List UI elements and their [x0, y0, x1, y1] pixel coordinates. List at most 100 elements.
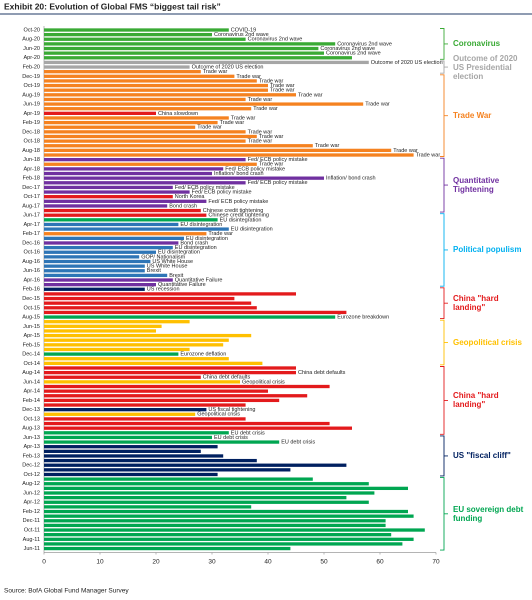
bar-label: Trade war	[220, 120, 245, 126]
bar	[44, 144, 313, 148]
bar	[44, 324, 162, 328]
bar	[44, 519, 386, 523]
y-tick-label: Oct-13	[23, 416, 40, 422]
y-tick-label: Jun-16	[23, 268, 40, 274]
bar	[44, 56, 352, 60]
bar-label: Brexit	[169, 273, 184, 279]
group-bracket	[440, 60, 448, 74]
bar-label: North Korea	[175, 194, 206, 200]
bar	[44, 435, 212, 440]
bar	[44, 398, 280, 403]
y-tick-label: Aug-19	[22, 92, 40, 98]
bar	[44, 204, 168, 208]
bar-label: Trade war	[259, 78, 284, 84]
y-tick-label: Feb-20	[23, 64, 40, 70]
group-label: Coronavirus	[453, 39, 501, 49]
y-tick-label: Apr-17	[23, 222, 40, 228]
bar	[44, 148, 392, 153]
bar	[44, 227, 229, 231]
bar	[44, 241, 179, 245]
bar-label: Coronavirus 2nd wave	[214, 32, 269, 38]
bar	[44, 361, 263, 366]
bar	[44, 185, 173, 190]
bar-label: Inflation/ bond crash	[214, 171, 264, 177]
bar	[44, 509, 408, 514]
y-tick-label: Jun-20	[23, 46, 40, 52]
bar	[44, 463, 347, 467]
bar	[44, 287, 145, 291]
y-tick-label: Oct-17	[23, 194, 40, 200]
y-tick-label: Oct-11	[24, 527, 40, 533]
group-bracket	[440, 319, 448, 366]
bar	[44, 417, 246, 421]
y-tick-label: Oct-20	[23, 27, 40, 33]
bar-label: Trade war	[416, 152, 441, 158]
y-tick-label: Feb-16	[23, 287, 40, 293]
bar	[44, 394, 308, 398]
bar-label: Bond crash	[180, 240, 208, 246]
y-tick-label: Oct-19	[23, 83, 40, 89]
y-tick-label: Aug-15	[22, 315, 40, 321]
bar	[44, 528, 425, 532]
bar-label: Bond crash	[169, 203, 197, 209]
bar	[44, 426, 352, 430]
bar	[44, 236, 184, 240]
bar-label: EU disintegration	[180, 222, 222, 228]
bar	[44, 458, 257, 463]
bar	[44, 181, 246, 185]
group-bracket	[440, 213, 448, 287]
group-label: Geopolitical crisis	[453, 338, 522, 348]
group-label: Trade War	[453, 111, 492, 121]
bar	[44, 102, 364, 106]
bar-label: Geopolitical crisis	[197, 412, 240, 418]
bar	[44, 486, 408, 491]
bar-label: China debt defaults	[203, 375, 251, 381]
bar	[44, 79, 257, 83]
bar-label: EU disintegration	[220, 217, 262, 223]
x-tick-label: 40	[264, 558, 272, 565]
group-label: EU sovereign debt funding	[453, 504, 524, 523]
bar-label: Trade war	[315, 143, 340, 149]
group-label: US "fiscal cliff"	[453, 451, 511, 461]
y-tick-label: Jun-19	[23, 102, 40, 108]
y-tick-label: Jun-17	[23, 213, 40, 219]
group-bracket	[440, 28, 448, 60]
bar	[44, 60, 369, 65]
bar	[44, 264, 145, 268]
bar-label: Chinese credit tightening	[208, 213, 269, 219]
bar	[44, 454, 224, 458]
bar-label: Trade war	[253, 106, 278, 112]
y-tick-label: Jun-15	[23, 324, 40, 330]
bar	[44, 315, 336, 319]
bar	[44, 195, 173, 199]
bar	[44, 301, 252, 305]
bar	[44, 88, 268, 92]
bar	[44, 505, 252, 509]
bar-label: GOP/ Nationalism	[141, 254, 185, 260]
bar	[44, 130, 246, 134]
bar-label: US recession	[147, 287, 180, 293]
bar	[44, 449, 201, 453]
bar	[44, 320, 190, 324]
bar	[44, 171, 212, 176]
y-tick-label: Aug-13	[22, 426, 40, 432]
bar-label: Trade war	[393, 148, 418, 154]
y-tick-label: Dec-14	[22, 352, 40, 358]
group-label: Outcome of 2020 US Presidential election	[453, 53, 518, 81]
y-tick-label: Apr-12	[23, 500, 40, 506]
bar-label: Coronavirus 2nd wave	[248, 37, 303, 43]
bar	[44, 375, 201, 379]
y-tick-label: Dec-11	[23, 518, 40, 524]
bar	[44, 93, 296, 97]
y-tick-label: Apr-14	[23, 389, 40, 395]
bar-label: Coronavirus 2nd wave	[326, 51, 381, 57]
bar	[44, 523, 386, 528]
y-tick-label: Dec-19	[22, 74, 40, 80]
bar	[44, 445, 218, 449]
y-tick-label: Jun-13	[23, 435, 40, 441]
bar	[44, 139, 246, 143]
bar-label: Quantitative Failure	[175, 277, 223, 283]
y-tick-label: Aug-11	[23, 537, 40, 543]
bar-label: Trade war	[248, 97, 273, 103]
